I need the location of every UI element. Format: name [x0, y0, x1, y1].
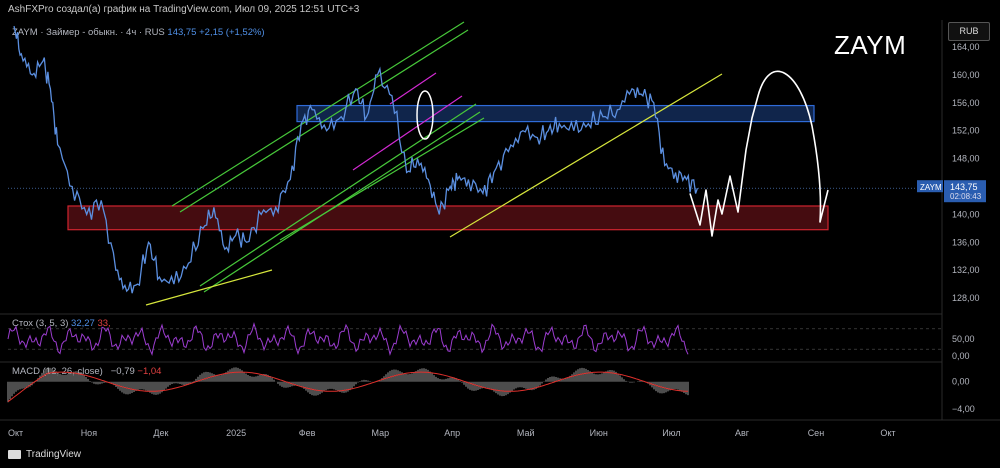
magenta-trendline: [389, 72, 437, 105]
x-tick-label: Апр: [444, 428, 460, 438]
handwritten-ticker-annotation: ZAYM: [834, 30, 907, 60]
highlight-ellipse: [416, 90, 434, 140]
macd-tick-label: 0,00: [952, 377, 970, 387]
macd-legend: MACD (12, 26, close) −0,79 −1,04: [12, 366, 161, 377]
footer-brand: TradingView: [26, 449, 82, 460]
price-tag-symbol: ZAYM: [920, 183, 942, 192]
x-tick-label: Ноя: [81, 428, 98, 438]
stoch-tick-label: 0,00: [952, 351, 970, 361]
y-tick-label: 160,00: [952, 70, 980, 80]
y-tick-label: 148,00: [952, 154, 980, 164]
trendline-lower: [145, 269, 273, 306]
macd-name: MACD (12, 26, close): [12, 366, 103, 377]
x-tick-label: Дек: [153, 428, 168, 438]
x-tick-label: Окт: [880, 428, 895, 438]
price-tag-symbol-bg: [917, 180, 943, 193]
stoch-line: [7, 322, 689, 356]
x-tick-label: Июн: [590, 428, 608, 438]
y-tick-label: 152,00: [952, 126, 980, 136]
y-tick-label: 128,00: [952, 293, 980, 303]
channel-line: [179, 29, 469, 213]
trendline-rising: [449, 73, 723, 238]
support-zone: [67, 205, 829, 231]
macd-signal-line: [7, 371, 689, 403]
x-tick-label: Окт: [8, 428, 23, 438]
currency-button[interactable]: RUB: [948, 22, 990, 41]
price-change: +2,15 (+1,52%): [199, 27, 265, 38]
stoch-k-value: 32,27: [71, 318, 95, 329]
chart-attribution: AshFXPro создал(а) график на TradingView…: [8, 4, 360, 15]
macd-signal-value: −1,04: [137, 366, 162, 377]
x-tick-label: Май: [517, 428, 535, 438]
x-tick-label: Мар: [372, 428, 390, 438]
macd-value: −0,79: [110, 366, 135, 377]
stoch-name: Стох (3, 5, 3): [12, 318, 69, 329]
forecast-projection-path: [689, 70, 829, 237]
x-tick-label: 2025: [226, 428, 246, 438]
last-value: 143,75: [167, 27, 197, 38]
channel-line: [279, 117, 485, 241]
price-tag-price: 143,75: [950, 182, 978, 192]
stoch-legend: Стох (3, 5, 3) 32,27 33,: [12, 318, 111, 329]
x-tick-label: Фев: [299, 428, 316, 438]
channel-line: [203, 111, 481, 293]
stoch-tick-label: 50,00: [952, 334, 975, 344]
x-tick-label: Июл: [662, 428, 680, 438]
tradingview-logo-icon: [8, 450, 21, 459]
y-tick-label: 132,00: [952, 265, 980, 275]
y-tick-label: 140,00: [952, 209, 980, 219]
channel-line: [171, 21, 465, 207]
macd-tick-label: −4,00: [952, 404, 975, 414]
x-tick-label: Сен: [808, 428, 825, 438]
y-tick-label: 136,00: [952, 237, 980, 247]
symbol-legend: ZAYM · Займер - обыкн. · 4ч · RUS 143,75…: [12, 27, 265, 38]
x-tick-label: Авг: [735, 428, 750, 438]
price-tag-bg: [944, 180, 986, 203]
symbol-line: ZAYM · Займер - обыкн. · 4ч · RUS: [12, 27, 165, 38]
magenta-trendline: [352, 95, 463, 171]
footer: TradingView: [8, 449, 81, 460]
price-series-line: [13, 25, 699, 294]
y-tick-label: 164,00: [952, 42, 980, 52]
y-tick-label: 156,00: [952, 98, 980, 108]
stoch-d-value: 33,: [97, 318, 111, 329]
price-tag-countdown: 02:08:43: [950, 192, 982, 201]
